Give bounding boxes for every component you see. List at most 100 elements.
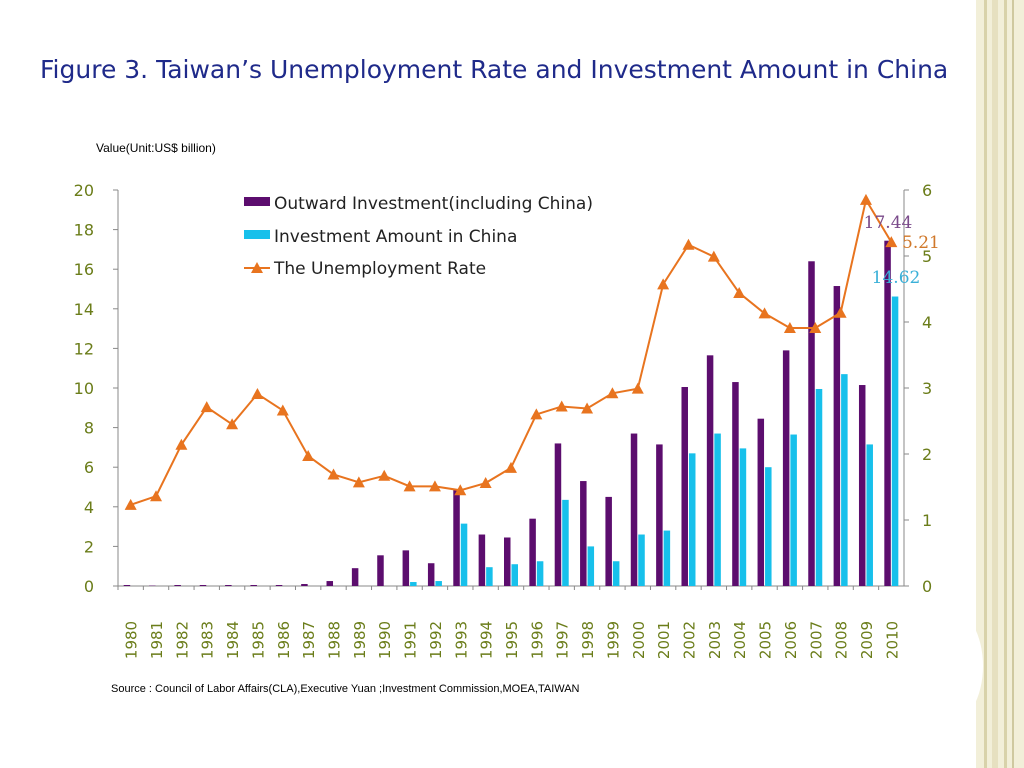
- bar-outward-investment: [782, 350, 790, 586]
- x-tick-label: 1996: [528, 621, 546, 659]
- x-tick-label: 1990: [376, 621, 394, 659]
- x-tick-label: 2008: [833, 621, 851, 659]
- unemployment-point: [682, 238, 695, 250]
- x-tick-label: 2005: [757, 621, 775, 659]
- x-tick-label: 2004: [731, 621, 749, 659]
- bar-outward-investment: [706, 355, 714, 586]
- legend-label-china: Investment Amount in China: [274, 227, 517, 247]
- x-tick-label: 1995: [503, 621, 521, 659]
- right-tick-label: 3: [922, 379, 932, 398]
- left-tick-label: 10: [74, 379, 94, 398]
- x-tick-label: 1993: [452, 621, 470, 659]
- bar-investment-china: [562, 499, 569, 586]
- legend-swatch-outward: [244, 197, 270, 206]
- unemployment-point: [809, 321, 822, 333]
- bar-investment-china: [536, 561, 544, 586]
- x-tick-label: 1986: [275, 621, 293, 659]
- unemployment-point: [834, 306, 847, 318]
- unemployment-point: [479, 477, 492, 489]
- right-tick-label: 1: [922, 511, 932, 530]
- bar-outward-investment: [858, 385, 866, 586]
- left-tick-label: 14: [74, 300, 94, 319]
- bar-outward-investment: [174, 585, 181, 586]
- bar-investment-china: [841, 374, 848, 586]
- bar-investment-china: [688, 453, 696, 586]
- bar-outward-investment: [732, 382, 739, 586]
- x-tick-label: 1982: [173, 621, 191, 659]
- bar-outward-investment: [478, 534, 486, 586]
- right-tick-label: 6: [922, 181, 932, 200]
- unemployment-point: [175, 438, 188, 450]
- bar-investment-china: [891, 296, 899, 586]
- bar-investment-china: [587, 546, 595, 586]
- x-tick-label: 2006: [782, 621, 800, 659]
- legend-swatch-unemployment-marker: [251, 262, 263, 273]
- unemployment-point: [631, 382, 644, 394]
- annotation-unemployment-2010: 5.21: [902, 233, 940, 253]
- unemployment-point: [150, 490, 163, 502]
- unemployment-point: [885, 236, 898, 248]
- left-tick-label: 2: [84, 537, 94, 556]
- x-tick-label: 2003: [706, 621, 724, 659]
- bar-outward-investment: [554, 443, 562, 586]
- unemployment-point: [378, 469, 391, 481]
- unemployment-point: [657, 278, 670, 290]
- x-tick-label: 1983: [199, 621, 217, 659]
- x-tick-label: 2009: [858, 621, 876, 659]
- bar-investment-china: [612, 561, 620, 586]
- x-tick-label: 2007: [807, 621, 825, 659]
- right-tick-label: 4: [922, 313, 932, 332]
- bar-outward-investment: [757, 418, 765, 586]
- x-tick-label: 1994: [478, 621, 496, 659]
- unemployment-point: [124, 498, 137, 510]
- bar-outward-investment: [833, 286, 841, 586]
- x-tick-label: 1997: [554, 621, 572, 659]
- unemployment-point: [352, 476, 365, 488]
- x-tick-label: 2001: [655, 621, 673, 659]
- left-tick-label: 8: [84, 419, 94, 438]
- annotation-china-2010: 14.62: [872, 268, 921, 288]
- x-tick-label: 2010: [883, 621, 901, 659]
- bar-investment-china: [663, 530, 671, 586]
- x-tick-label: 1985: [249, 621, 267, 659]
- units-label: Value(Unit:US$ billion): [96, 141, 216, 155]
- x-tick-label: 1984: [224, 621, 242, 659]
- left-tick-label: 12: [74, 339, 94, 358]
- bar-outward-investment: [123, 585, 131, 586]
- bar-outward-investment: [351, 568, 359, 586]
- unemployment-point: [251, 387, 264, 399]
- bar-investment-china: [638, 534, 645, 586]
- bar-outward-investment: [301, 584, 308, 586]
- unemployment-point: [758, 307, 771, 319]
- bar-outward-investment: [504, 537, 511, 586]
- bar-outward-investment: [630, 433, 638, 586]
- unemployment-point: [783, 321, 796, 333]
- unemployment-point: [302, 449, 315, 461]
- bar-outward-investment: [580, 481, 587, 586]
- x-tick-label: 1989: [351, 621, 369, 659]
- left-tick-label: 18: [74, 221, 94, 240]
- unemployment-point: [276, 404, 289, 416]
- bar-investment-china: [486, 567, 493, 586]
- bar-outward-investment: [808, 261, 815, 586]
- x-tick-label: 2002: [680, 621, 698, 659]
- bar-investment-china: [511, 564, 518, 586]
- bar-outward-investment: [427, 563, 435, 586]
- unemployment-point: [327, 468, 340, 480]
- decorative-border-stripes: [976, 0, 1024, 768]
- bar-outward-investment: [605, 496, 612, 586]
- annotation-outward-2010: 17.44: [864, 213, 913, 233]
- unemployment-point: [606, 387, 619, 399]
- bar-outward-investment: [225, 585, 232, 586]
- x-tick-label: 2000: [630, 621, 648, 659]
- legend-swatch-china: [244, 230, 270, 239]
- source-note: Source : Council of Labor Affairs(CLA),E…: [111, 683, 580, 695]
- left-tick-label: 20: [74, 181, 94, 200]
- unemployment-point: [707, 250, 720, 262]
- unemployment-point: [200, 401, 213, 413]
- legend-label-outward: Outward Investment(including China): [274, 194, 593, 214]
- bar-investment-china: [815, 388, 823, 586]
- bar-outward-investment: [453, 489, 460, 586]
- decorative-oval: [915, 608, 983, 724]
